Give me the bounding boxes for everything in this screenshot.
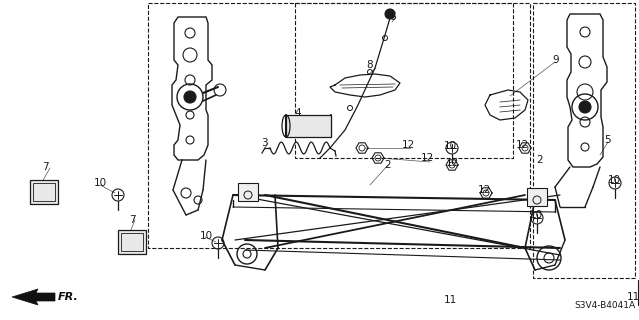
Text: 9: 9: [553, 55, 559, 65]
Text: 10: 10: [530, 210, 543, 220]
Bar: [295, 3, 513, 158]
Text: FR.: FR.: [58, 292, 79, 302]
Text: 12: 12: [445, 158, 459, 168]
Text: 3: 3: [261, 138, 267, 148]
Text: 12: 12: [477, 185, 491, 195]
Polygon shape: [12, 289, 55, 305]
Bar: [33, 183, 55, 201]
Bar: [286, 115, 331, 137]
Circle shape: [579, 101, 591, 113]
Text: 8: 8: [367, 60, 373, 70]
Text: 10: 10: [608, 175, 620, 185]
Text: 12: 12: [401, 140, 415, 150]
Text: 2: 2: [537, 155, 543, 165]
Text: 4: 4: [295, 108, 302, 118]
Text: 7: 7: [42, 162, 49, 172]
Circle shape: [385, 9, 395, 19]
Text: 12: 12: [516, 140, 528, 150]
Bar: [533, 3, 635, 278]
Bar: [30, 180, 58, 204]
Text: 12: 12: [420, 153, 434, 163]
Text: 7: 7: [128, 215, 135, 225]
Text: 10: 10: [93, 178, 107, 188]
Bar: [527, 188, 547, 206]
Text: 10: 10: [199, 231, 213, 241]
Text: 5: 5: [604, 135, 612, 145]
Text: S3V4-B4041A: S3V4-B4041A: [575, 301, 636, 310]
Text: 6: 6: [390, 12, 396, 22]
Bar: [148, 3, 530, 248]
Text: 2: 2: [385, 160, 391, 170]
Circle shape: [184, 91, 196, 103]
Text: 11: 11: [444, 295, 457, 305]
Text: 10: 10: [443, 141, 456, 151]
Bar: [238, 183, 258, 201]
Text: 11: 11: [627, 292, 639, 302]
Bar: [118, 230, 146, 254]
Bar: [121, 233, 143, 251]
